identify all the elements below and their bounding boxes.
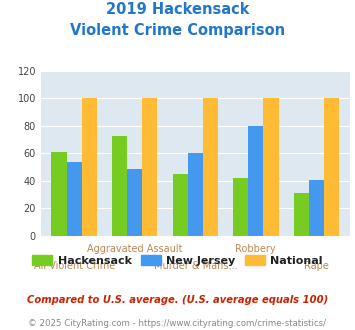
Bar <box>51 152 67 236</box>
Text: Compared to U.S. average. (U.S. average equals 100): Compared to U.S. average. (U.S. average … <box>27 295 328 305</box>
Bar <box>203 98 218 236</box>
Text: Rape: Rape <box>304 261 329 271</box>
Text: Murder & Mans...: Murder & Mans... <box>153 261 237 271</box>
Text: Robbery: Robbery <box>235 244 276 254</box>
Bar <box>173 174 188 236</box>
Bar <box>309 180 324 236</box>
Bar <box>82 98 97 236</box>
Text: © 2025 CityRating.com - https://www.cityrating.com/crime-statistics/: © 2025 CityRating.com - https://www.city… <box>28 319 327 328</box>
Bar <box>294 193 309 236</box>
Bar <box>263 98 279 236</box>
Bar <box>188 153 203 236</box>
Text: All Violent Crime: All Violent Crime <box>33 261 115 271</box>
Legend: Hackensack, New Jersey, National: Hackensack, New Jersey, National <box>28 250 327 270</box>
Bar <box>67 162 82 236</box>
Bar <box>233 178 248 236</box>
Bar <box>142 98 157 236</box>
Bar <box>248 126 263 236</box>
Bar <box>127 169 142 236</box>
Bar <box>324 98 339 236</box>
Text: Aggravated Assault: Aggravated Assault <box>87 244 182 254</box>
Text: 2019 Hackensack: 2019 Hackensack <box>106 2 249 16</box>
Bar <box>112 136 127 236</box>
Text: Violent Crime Comparison: Violent Crime Comparison <box>70 23 285 38</box>
